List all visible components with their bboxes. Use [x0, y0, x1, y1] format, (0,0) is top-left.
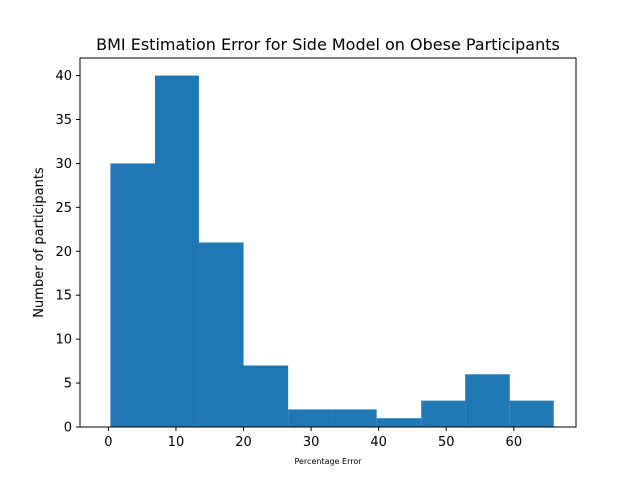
- histogram-bar: [243, 365, 289, 427]
- axes-frame: [79, 57, 577, 428]
- y-tick-label: 0: [64, 421, 72, 436]
- x-tick-label: 10: [168, 435, 185, 450]
- y-tick-label: 20: [55, 245, 72, 260]
- histogram-bar: [288, 409, 333, 427]
- y-axis-ticks: 0 5 10 15 20 25 30 35 40: [55, 69, 80, 436]
- x-tick-label: 40: [370, 435, 387, 450]
- x-tick-label: 0: [104, 435, 112, 450]
- x-axis-ticks: 0 10 20 30 40 50 60: [104, 427, 522, 450]
- histogram-bar: [465, 374, 510, 427]
- histogram-bar: [376, 418, 422, 427]
- x-tick-label: 20: [235, 435, 252, 450]
- y-tick-label: 25: [55, 201, 72, 216]
- y-tick-label: 15: [55, 289, 72, 304]
- histogram-bar: [155, 75, 199, 428]
- x-tick-label: 60: [506, 435, 523, 450]
- bars-group: [110, 75, 554, 428]
- histogram-bar: [110, 163, 156, 427]
- histogram-bar: [332, 409, 377, 427]
- y-tick-label: 35: [55, 113, 72, 128]
- x-tick-label: 50: [438, 435, 455, 450]
- histogram-bar: [509, 400, 554, 427]
- chart-title: BMI Estimation Error for Side Model on O…: [96, 35, 560, 54]
- histogram-bar: [198, 242, 244, 427]
- y-tick-label: 30: [55, 157, 72, 172]
- y-tick-label: 40: [55, 69, 72, 84]
- y-tick-label: 5: [64, 377, 72, 392]
- x-tick-label: 30: [303, 435, 320, 450]
- y-axis-label: Number of participants: [32, 167, 47, 318]
- y-tick-label: 10: [55, 333, 72, 348]
- histogram-bar: [421, 400, 466, 427]
- x-axis-label: Percentage Error: [294, 457, 362, 466]
